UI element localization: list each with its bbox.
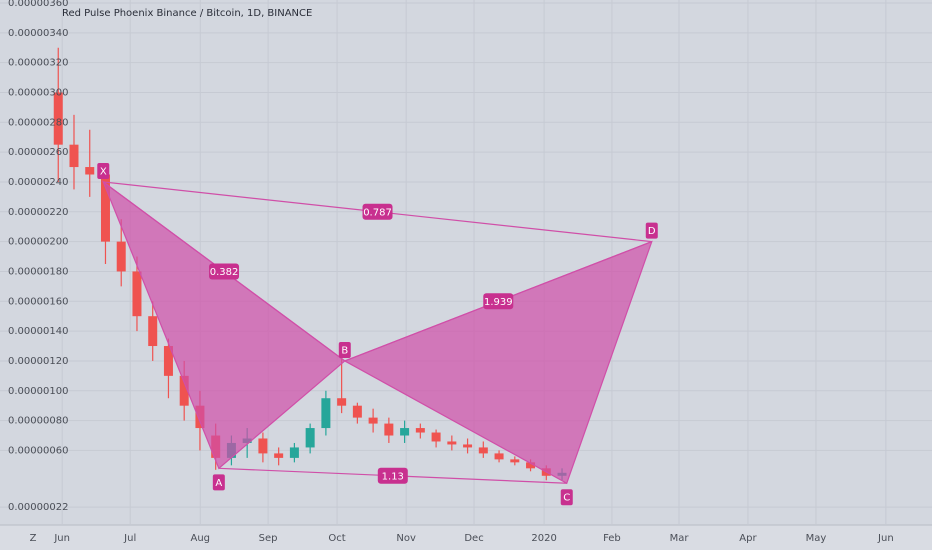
candle-body bbox=[305, 428, 315, 448]
candle-body bbox=[163, 346, 173, 376]
candle-body bbox=[258, 438, 268, 454]
candle-body bbox=[463, 444, 473, 448]
ratio-tag bbox=[362, 203, 393, 220]
time-axis bbox=[0, 525, 932, 550]
x-tick-label: Jun bbox=[877, 533, 894, 544]
y-tick-label: 0.00000120 bbox=[8, 356, 68, 367]
ratio-label: 1.13 bbox=[382, 471, 404, 482]
point-tag bbox=[560, 489, 573, 506]
point-label: B bbox=[341, 345, 348, 356]
x-tick-label: Jul bbox=[123, 533, 136, 544]
ratio-tag bbox=[377, 467, 408, 484]
y-tick-label: 0.00000300 bbox=[8, 87, 68, 98]
candle-body bbox=[148, 316, 158, 347]
y-tick-label: 0.00000340 bbox=[8, 28, 68, 39]
x-tick-label: Feb bbox=[603, 533, 621, 544]
x-tick-label: Oct bbox=[328, 533, 345, 544]
x-tick-label: Apr bbox=[739, 533, 757, 544]
point-label: D bbox=[648, 226, 656, 237]
y-tick-label: 0.00000360 bbox=[8, 0, 68, 9]
pattern: 0.382 0.787 1.939 1.13 X A B C D bbox=[97, 162, 658, 506]
candle-body bbox=[400, 428, 410, 436]
point-tag bbox=[338, 341, 351, 358]
ratio-label: 0.382 bbox=[210, 267, 239, 278]
point-tag bbox=[212, 474, 225, 491]
x-tick-label: Mar bbox=[670, 533, 690, 544]
y-tick-label: 0.00000260 bbox=[8, 147, 68, 158]
point-tag bbox=[97, 162, 110, 179]
candle-body bbox=[85, 167, 95, 175]
x-tick-label: May bbox=[806, 533, 827, 544]
candle-body bbox=[478, 447, 488, 454]
y-tick-label: 0.00000240 bbox=[8, 177, 68, 188]
candle-body bbox=[431, 432, 441, 442]
candle-body bbox=[69, 144, 79, 168]
candle-body bbox=[116, 241, 126, 272]
y-tick-label: 0.00000160 bbox=[8, 296, 68, 307]
y-tick-label: 0.00000180 bbox=[8, 266, 68, 277]
y-tick-label: 0.00000220 bbox=[8, 207, 68, 218]
x-tick-label: Jun bbox=[53, 533, 70, 544]
point-tag bbox=[645, 222, 658, 239]
candle-body bbox=[132, 271, 142, 317]
ratio-label: 0.787 bbox=[363, 207, 392, 218]
candle-body bbox=[494, 453, 504, 460]
candle-body bbox=[526, 462, 536, 469]
candle-body bbox=[321, 398, 331, 429]
ratio-tag bbox=[483, 293, 514, 310]
candle-body bbox=[510, 459, 520, 463]
y-tick-label: 0.00000100 bbox=[8, 386, 68, 397]
candle-body bbox=[337, 398, 347, 406]
candle-body bbox=[274, 453, 284, 458]
y-tick-label: 0.00000080 bbox=[8, 416, 68, 427]
x-tick-label: Aug bbox=[190, 533, 210, 544]
x-tick-label: Nov bbox=[396, 533, 416, 544]
y-tick-label: 0.00000022 bbox=[8, 502, 68, 513]
y-tick-label: 0.00000200 bbox=[8, 237, 68, 248]
chart-title: Red Pulse Phoenix Binance / Bitcoin, 1D,… bbox=[62, 8, 312, 19]
x-tick-label: Dec bbox=[464, 533, 483, 544]
ratio-label: 1.939 bbox=[484, 297, 513, 308]
candle-body bbox=[447, 441, 457, 445]
candle-body bbox=[179, 375, 189, 406]
point-label: C bbox=[563, 493, 570, 504]
candle-body bbox=[53, 92, 63, 145]
point-label: X bbox=[100, 166, 107, 177]
candles bbox=[53, 47, 567, 481]
ratio-tag bbox=[209, 263, 240, 280]
candle-body bbox=[368, 417, 378, 424]
y-tick-label: 0.00000320 bbox=[8, 58, 68, 69]
point-label: A bbox=[215, 478, 222, 489]
candle-body bbox=[289, 447, 299, 458]
timezone-button[interactable]: Z bbox=[30, 533, 37, 544]
grid bbox=[0, 0, 932, 525]
candle-body bbox=[352, 405, 362, 418]
y-tick-label: 0.00000140 bbox=[8, 326, 68, 337]
candle-body bbox=[415, 428, 425, 433]
x-tick-label: Sep bbox=[259, 533, 278, 544]
candle-body bbox=[100, 174, 110, 242]
x-tick-label: 2020 bbox=[531, 533, 556, 544]
y-tick-label: 0.00000060 bbox=[8, 445, 68, 456]
y-tick-label: 0.00000280 bbox=[8, 117, 68, 128]
candle-body bbox=[384, 423, 394, 436]
